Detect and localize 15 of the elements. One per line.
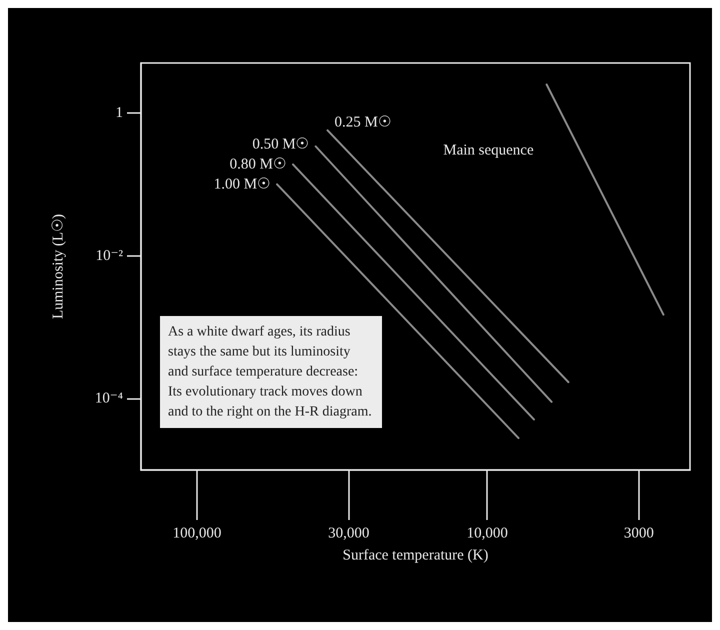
series-label: 0.25 M☉ [334, 114, 391, 130]
y-axis-title: Luminosity (L☉) [50, 214, 66, 320]
annotation: As a white dwarf ages, its radius stays the same but its luminosity and surface temperature decrease: Its evolutionary track moves down and to the right on the H-R diagram. [168, 324, 372, 420]
x-tick-label: 3000 [624, 526, 654, 542]
y-tick-label: 10⁻² [96, 248, 124, 264]
x-tick-label: 100,000 [172, 526, 222, 542]
text: Main sequence [443, 142, 534, 158]
y-tick-label: 1 [116, 104, 123, 121]
series-label: 1.00 M☉ [214, 176, 270, 192]
series-label: 0.50 M☉ [252, 136, 309, 152]
y-tick-label: 10⁻⁴ [94, 390, 123, 407]
series-label: 0.80 M☉ [230, 156, 286, 172]
x-tick-label: 30,000 [328, 526, 370, 542]
x-tick-label: 10,000 [466, 526, 508, 542]
x-axis-title: Surface temperature (K) [342, 548, 488, 564]
